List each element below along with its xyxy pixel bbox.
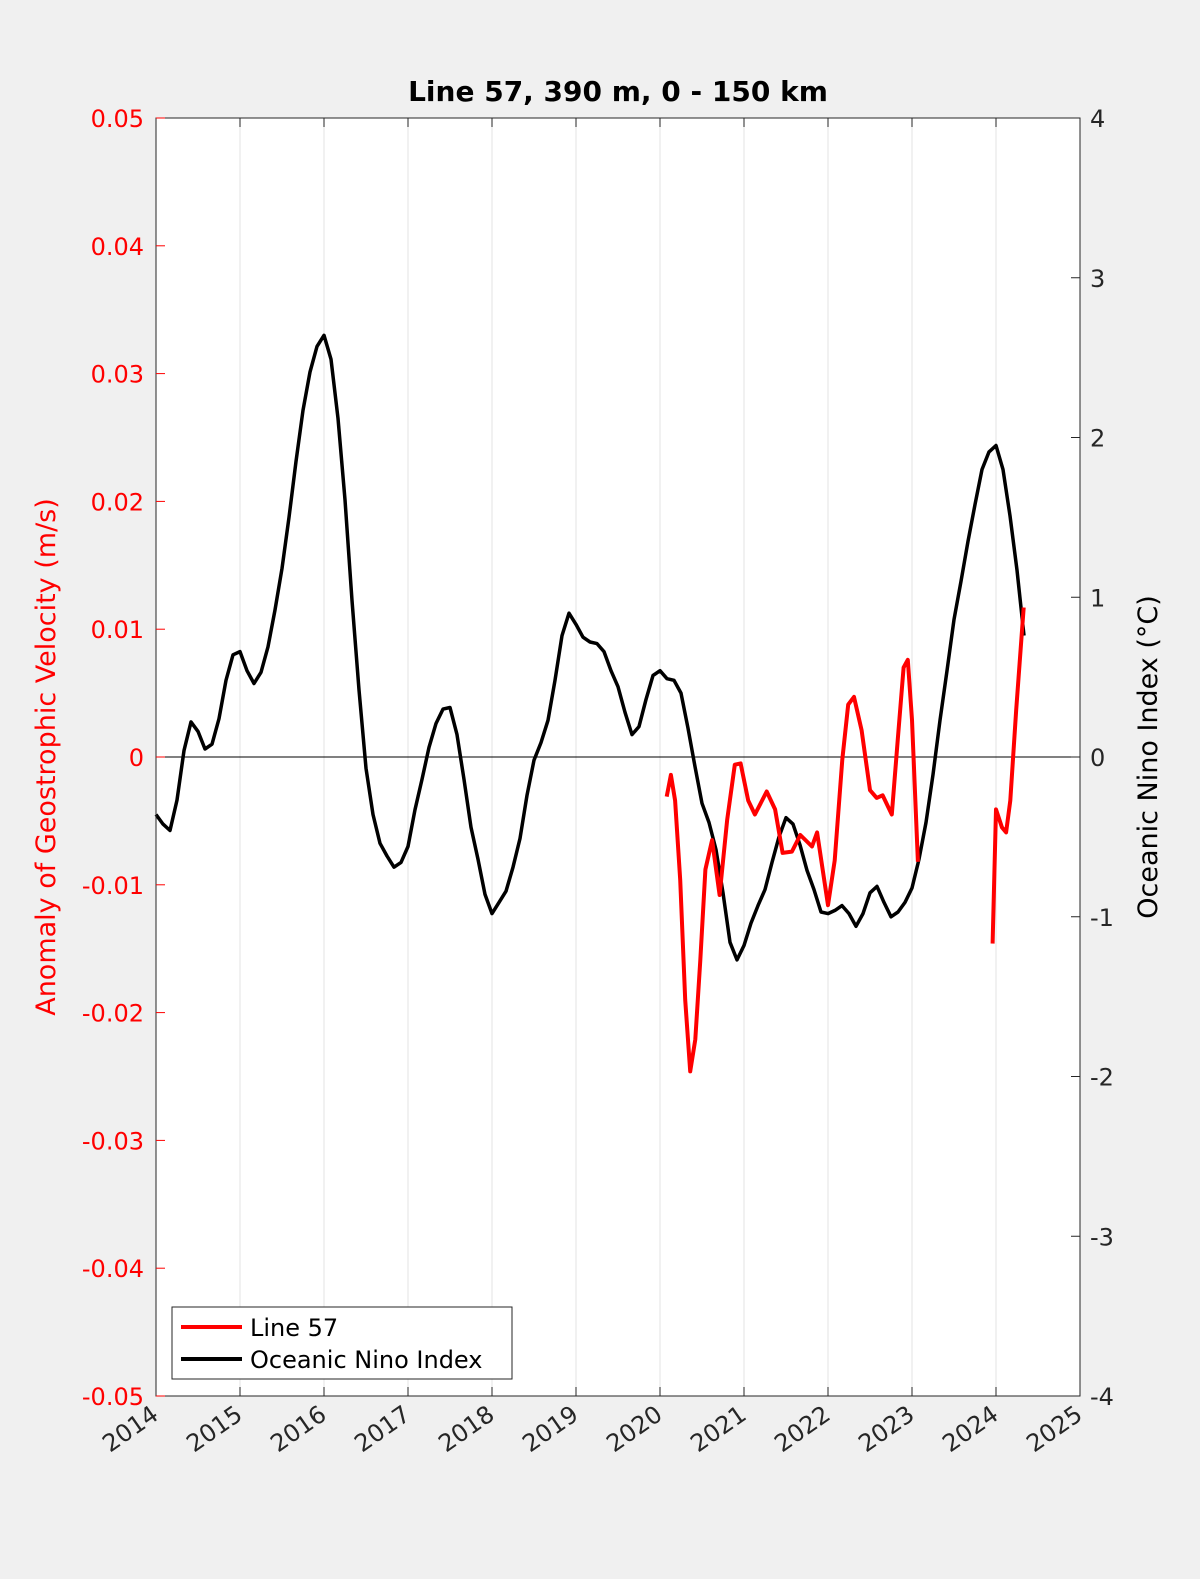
right-y-tick-label: 0	[1090, 744, 1105, 772]
left-y-tick-label: 0.03	[91, 361, 144, 389]
legend-label-oni: Oceanic Nino Index	[250, 1346, 482, 1374]
left-y-tick-label: 0.01	[91, 616, 144, 644]
left-y-tick-label: -0.04	[82, 1255, 144, 1283]
x-tick-label: 2018	[433, 1400, 499, 1458]
right-y-tick-label: -1	[1090, 904, 1114, 932]
x-tick-label: 2017	[349, 1400, 415, 1458]
right-y-tick-label: 2	[1090, 425, 1105, 453]
legend: Line 57 Oceanic Nino Index	[171, 1306, 513, 1380]
right-y-tick-label: -3	[1090, 1223, 1114, 1251]
axes: 2 0 1 4 2015 2016 2017 2018 2019 2020 2021 2022 2023…	[82, 105, 1114, 1458]
right-y-tick-label: -2	[1090, 1064, 1114, 1092]
chart-title: Line 57, 390 m, 0 - 150 km	[408, 75, 828, 108]
left-y-tick-label: 0.05	[91, 105, 144, 133]
left-y-tick-label: 0.04	[91, 233, 144, 261]
oni-line	[154, 333, 1026, 962]
x-tick-label: 2023	[853, 1400, 919, 1458]
right-axis-label: Oceanic Nino Index (°C)	[1133, 595, 1164, 919]
left-y-tick-label: -0.03	[82, 1127, 144, 1155]
right-y-tick-label: 4	[1090, 105, 1105, 133]
x-tick-label: 2022	[769, 1400, 835, 1458]
line57-line	[664, 657, 920, 1074]
legend-label-line57: Line 57	[250, 1314, 338, 1342]
x-tick-label: 2024	[937, 1400, 1003, 1458]
right-y-tick-label: 1	[1090, 584, 1105, 612]
x-tick-label: 2025	[1021, 1400, 1087, 1458]
x-tick-label: 2020	[601, 1400, 667, 1458]
left-y-tick-label: -0.05	[82, 1383, 144, 1411]
x-tick-label: 2021	[685, 1400, 751, 1458]
left-axis-label: Anomaly of Geostrophic Velocity (m/s)	[31, 498, 62, 1016]
legend-box	[171, 1306, 513, 1380]
left-y-tick-label: 0.02	[91, 488, 144, 516]
line57-line	[990, 607, 1026, 944]
series-group	[154, 333, 1026, 1074]
left-y-tick-label: -0.02	[82, 1000, 144, 1028]
left-y-tick-label: 0	[129, 744, 144, 772]
right-y-tick-label: 3	[1090, 265, 1105, 293]
x-tick-label: 2015	[181, 1400, 247, 1458]
x-tick-label: 2019	[517, 1400, 583, 1458]
x-tick-label: 2016	[265, 1400, 331, 1458]
left-y-tick-label: -0.01	[82, 872, 144, 900]
right-y-tick-label: -4	[1090, 1383, 1114, 1411]
